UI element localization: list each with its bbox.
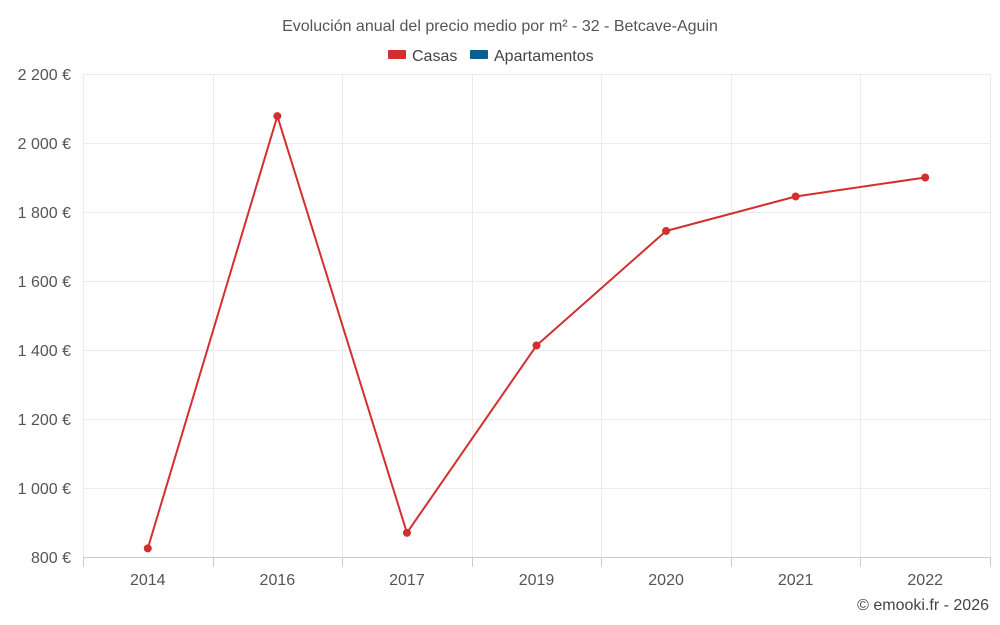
y-tick-label: 2 200 € [18, 67, 71, 84]
legend-swatch-apartamentos[interactable] [470, 50, 488, 59]
data-point-casas[interactable] [921, 173, 930, 182]
series-casas [143, 112, 930, 553]
grid [83, 74, 991, 557]
data-point-casas[interactable] [532, 341, 541, 350]
x-tick-label: 2021 [778, 572, 814, 589]
series-line-casas [146, 115, 926, 549]
data-point-casas[interactable] [402, 528, 411, 537]
x-tick-label: 2019 [519, 572, 555, 589]
credit-text: © emooki.fr - 2026 [857, 597, 989, 614]
legend: Casas Apartamentos [388, 48, 594, 65]
y-tick-label: 800 € [31, 550, 71, 567]
y-tick-label: 1 600 € [18, 274, 71, 291]
chart-title: Evolución anual del precio medio por m² … [282, 18, 718, 35]
y-tick-label: 2 000 € [18, 136, 71, 153]
x-tick-label: 2022 [907, 572, 943, 589]
legend-label-casas[interactable]: Casas [412, 48, 457, 65]
legend-label-apartamentos[interactable]: Apartamentos [494, 48, 594, 65]
legend-swatch-casas[interactable] [388, 50, 406, 59]
data-point-casas[interactable] [143, 544, 152, 553]
data-point-casas[interactable] [791, 192, 800, 201]
y-tick-label: 1 200 € [18, 412, 71, 429]
data-point-casas[interactable] [273, 112, 282, 121]
x-tick-label: 2017 [389, 572, 425, 589]
y-tick-label: 1 000 € [18, 481, 71, 498]
x-tick-label: 2014 [130, 572, 166, 589]
x-tick-label: 2020 [648, 572, 684, 589]
data-point-casas[interactable] [662, 226, 671, 235]
y-tick-label: 1 800 € [18, 205, 71, 222]
y-axis: 800 € 1 000 € 1 200 € 1 400 € 1 600 € 1 800 €… [18, 67, 71, 567]
x-axis: 2014 2016 2017 2019 2020 2021 2022 [83, 557, 991, 589]
y-tick-label: 1 400 € [18, 343, 71, 360]
x-tick-label: 2016 [260, 572, 296, 589]
